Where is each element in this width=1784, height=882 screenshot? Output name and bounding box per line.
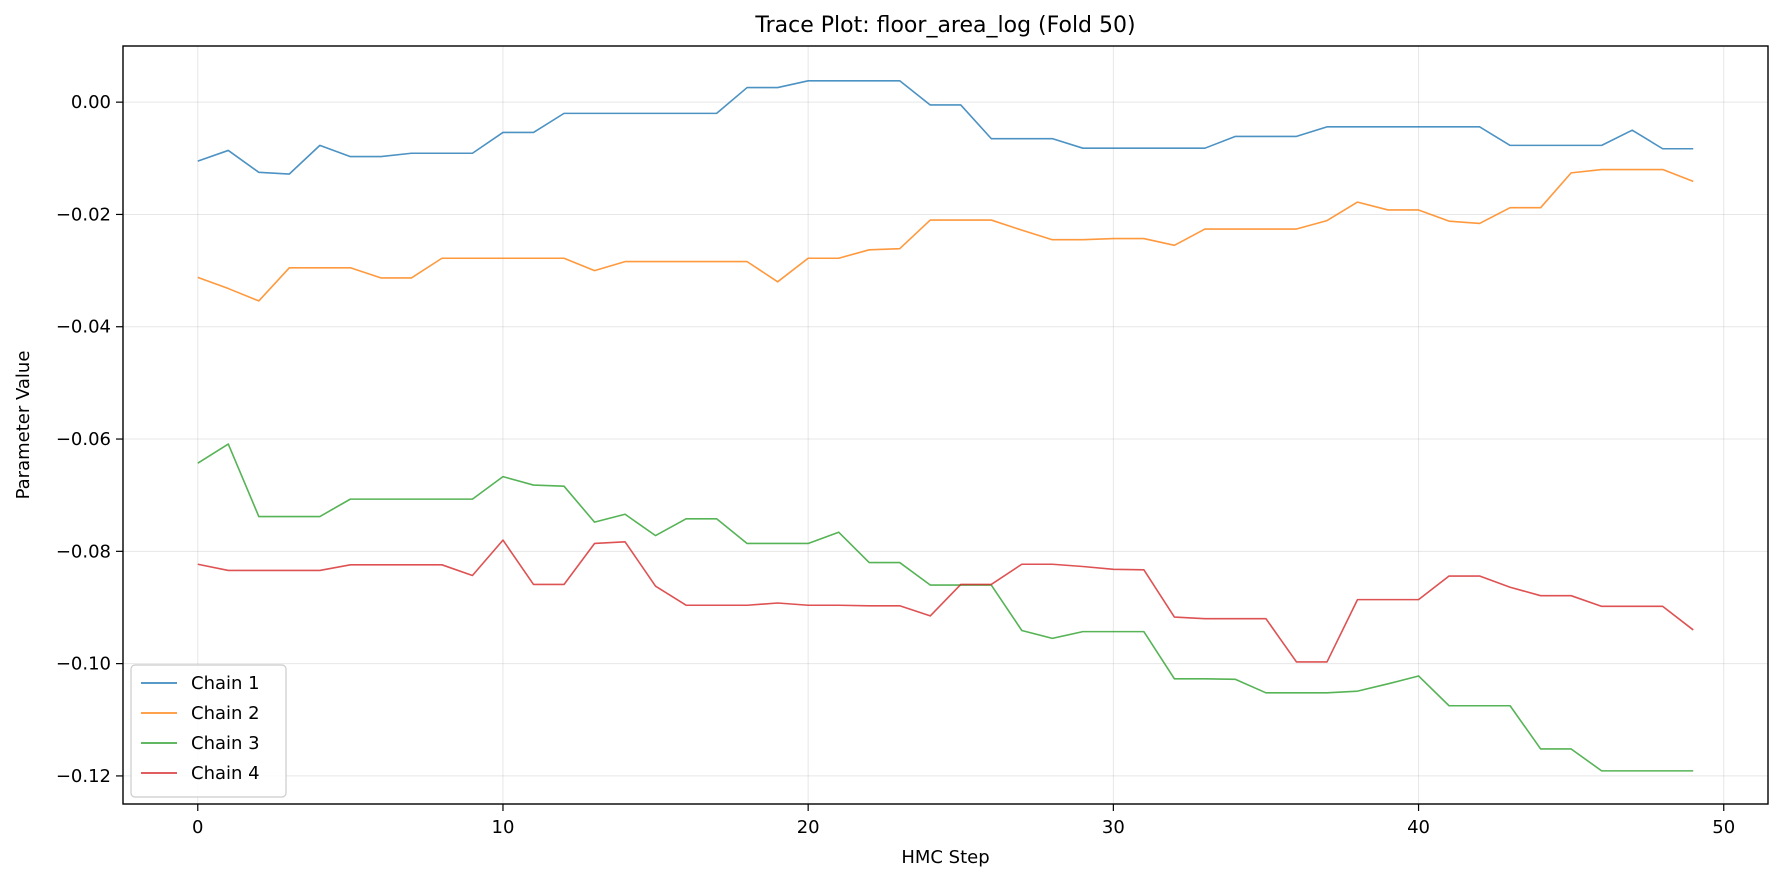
series-line-chain-2 [197,168,1694,302]
x-tick-label: 40 [1407,817,1430,838]
series-line-chain-4 [197,539,1694,663]
y-axis-label: Parameter Value [13,351,34,500]
legend: Chain 1 Chain 2 Chain 3 Chain 4 [130,664,287,798]
x-tick-label: 50 [1712,817,1735,838]
x-tick-label: 0 [192,817,203,838]
y-tick-label: 0.00 [71,92,111,113]
x-axis-label: HMC Step [901,847,989,868]
y-tick-label: −0.04 [56,317,111,338]
plot-area-frame [122,45,1769,805]
chart-title: Trace Plot: floor_area_log (Fold 50) [754,13,1135,38]
legend-box [130,664,287,798]
series-line-chain-1 [197,80,1694,175]
grid-lines [123,46,1768,804]
legend-label: Chain 2 [191,703,260,724]
series-lines [197,80,1694,772]
axis-ticks: 0 10 20 30 40 50 0.00 −0.02 −0.04 −0.06 −0.08 −0.10… [56,92,1735,838]
x-tick-label: 20 [797,817,820,838]
y-tick-label: −0.12 [56,766,111,787]
x-tick-label: 30 [1102,817,1125,838]
y-tick-label: −0.02 [56,204,111,225]
legend-label: Chain 3 [191,733,260,754]
y-tick-label: −0.10 [56,654,111,675]
x-tick-label: 10 [492,817,515,838]
y-tick-label: −0.06 [56,429,111,450]
legend-label: Chain 1 [191,673,260,694]
series-line-chain-3 [197,443,1694,772]
legend-label: Chain 4 [191,763,260,784]
y-tick-label: −0.08 [56,541,111,562]
